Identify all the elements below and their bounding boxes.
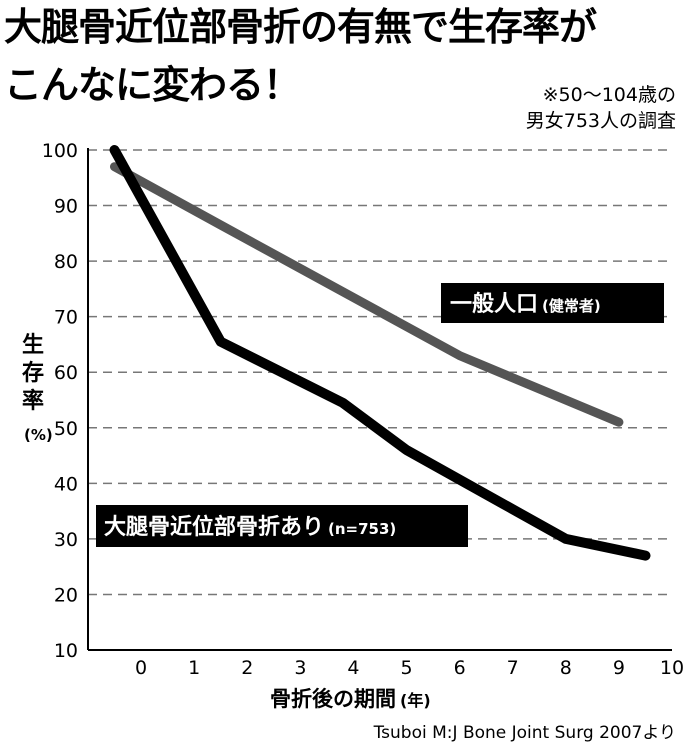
x-tick-label-7: 7 <box>507 657 519 679</box>
y-tick-label-20: 20 <box>54 584 78 606</box>
legend-label-hip-fracture: 大腿骨近位部骨折あり (n=753) <box>96 505 468 547</box>
x-tick-label-4: 4 <box>347 657 359 679</box>
y-tick-label-90: 90 <box>54 196 78 218</box>
series-line-general-population <box>110 162 624 427</box>
svg-text:一般人口(健常者): 一般人口 (健常者) <box>450 291 601 317</box>
survey-note-line1: ※50～104歳の <box>542 84 676 106</box>
x-tick-label-5: 5 <box>400 657 412 679</box>
axes <box>87 148 672 651</box>
x-tick-label-1: 1 <box>188 657 200 679</box>
x-tick-label-2: 2 <box>241 657 253 679</box>
legend-label-general-population: 一般人口 (健常者) <box>441 283 664 323</box>
source-citation: Tsuboi M:J Bone Joint Surg 2007より <box>373 723 676 743</box>
page-title-line2: こんなに変わる！ <box>4 63 301 107</box>
y-tick-label-10: 10 <box>54 640 78 662</box>
series-line-hip-fracture <box>109 145 651 561</box>
y-tick-label-60: 60 <box>54 362 78 384</box>
y-axis-label: 生存率(%) <box>22 333 53 444</box>
x-tick-label-10: 10 <box>660 657 684 679</box>
x-tick-label-8: 8 <box>560 657 572 679</box>
tick-labels: 10 20 30 40 50 60 70 80 90 100 0 1 2 3 4 5 6 7 8 9 10 <box>42 140 684 679</box>
x-axis-label: 骨折後の期間 (年) <box>270 687 431 711</box>
x-tick-label-9: 9 <box>613 657 625 679</box>
y-tick-label-40: 40 <box>54 473 78 495</box>
series-lines <box>109 145 651 561</box>
y-tick-label-30: 30 <box>54 529 78 551</box>
page-title-line1: 大腿骨近位部骨折の有無で生存率が <box>4 5 597 49</box>
x-tick-label-3: 3 <box>294 657 306 679</box>
survey-note-line2: 男女753人の調査 <box>525 110 676 132</box>
y-tick-label-80: 80 <box>54 251 78 273</box>
y-tick-label-50: 50 <box>54 418 78 440</box>
y-tick-label-70: 70 <box>54 307 78 329</box>
y-tick-label-100: 100 <box>42 140 78 162</box>
x-tick-label-6: 6 <box>454 657 466 679</box>
svg-text:生存率(%): 生存率(%) <box>22 333 53 444</box>
svg-text:大腿骨近位部骨折あり(n=753): 大腿骨近位部骨折あり (n=753) <box>104 514 396 540</box>
x-tick-label-0: 0 <box>135 657 147 679</box>
